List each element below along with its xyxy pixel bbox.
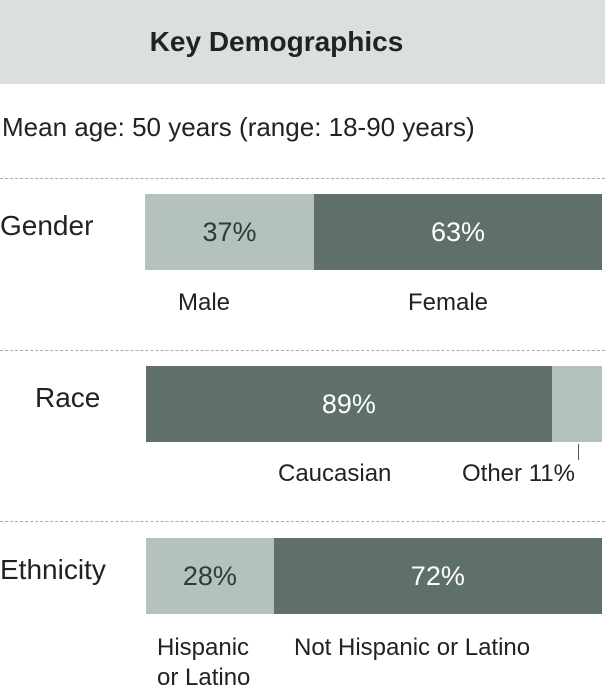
gender-bar: 37% 63% [145, 194, 602, 270]
header-banner: Key Demographics [0, 0, 605, 84]
ethnicity-bar: 28% 72% [146, 538, 602, 614]
page-title: Key Demographics [149, 26, 404, 57]
divider [0, 350, 605, 351]
other-leader-line [578, 444, 579, 460]
race-bar: 89% [146, 366, 602, 442]
bar-segment-female: 63% [314, 194, 602, 270]
caucasian-category-label: Caucasian [278, 460, 392, 487]
female-category-label: Female [408, 289, 489, 316]
bar-segment-hispanic-or-latino: 28% [146, 538, 274, 614]
bar-value-label: 63% [431, 216, 486, 247]
bar-value-label: 37% [202, 216, 257, 247]
hispanic-label-line: or Latino [157, 664, 251, 691]
bar-segment-caucasian: 89% [146, 366, 552, 442]
not-hispanic-category-label: Not Hispanic or Latino [294, 634, 531, 661]
hispanic-category-label: Hispanic or Latino [157, 633, 250, 693]
male-category-label: Male [178, 289, 231, 316]
bar-segment-not-hispanic-or-latino: 72% [273, 538, 602, 614]
gender-row-label: Gender [0, 210, 94, 241]
other-category-label: Other 11% [462, 460, 575, 487]
mean-age-text: Mean age: 50 years (range: 18-90 years) [2, 112, 475, 142]
divider [0, 178, 605, 179]
bar-value-label: 28% [182, 560, 237, 591]
bar-segment-male: 37% [145, 194, 315, 270]
divider [0, 521, 605, 522]
race-row-label: Race [35, 382, 101, 413]
bar-value-label: 89% [321, 388, 376, 419]
bar-segment-other [551, 366, 602, 442]
bar-value-label: 72% [410, 560, 465, 591]
hispanic-label-line: Hispanic [157, 634, 250, 661]
ethnicity-row-label: Ethnicity [0, 554, 106, 585]
